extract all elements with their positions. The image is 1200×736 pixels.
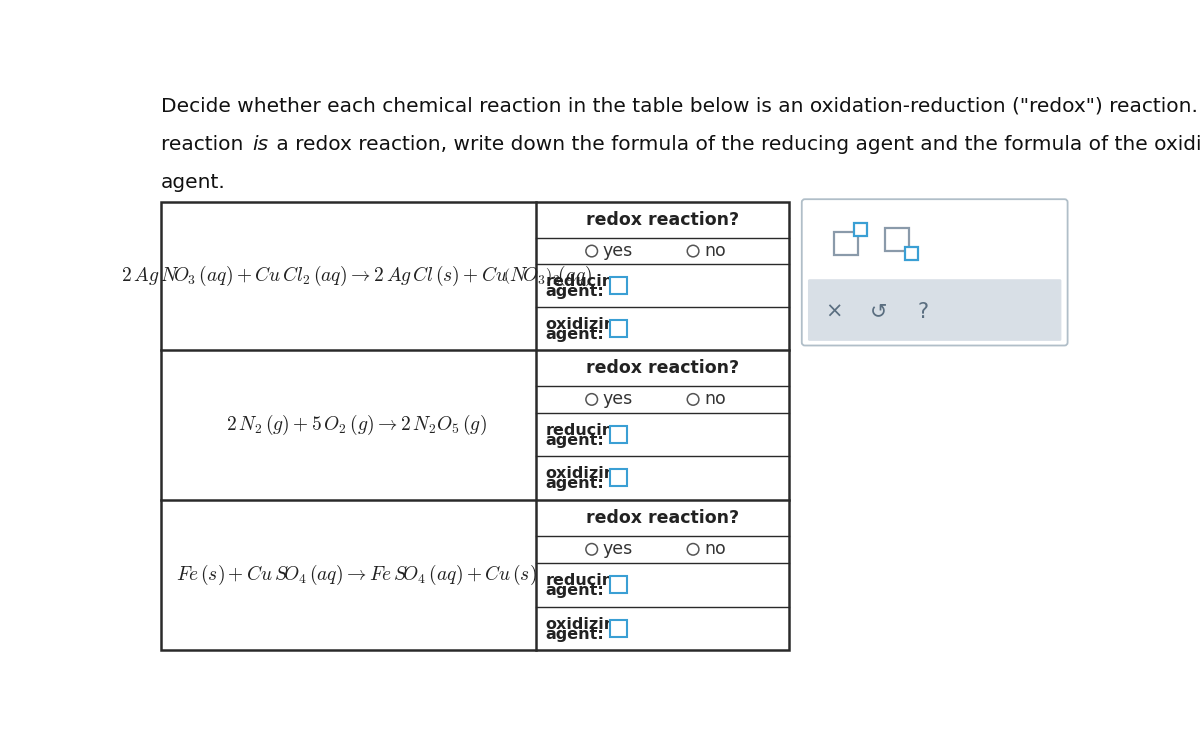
Text: ↺: ↺ xyxy=(870,302,887,322)
Text: oxidizing: oxidizing xyxy=(545,317,628,332)
Text: yes: yes xyxy=(602,242,634,260)
Text: agent:: agent: xyxy=(545,433,604,447)
Text: ?: ? xyxy=(917,302,929,322)
Text: agent:: agent: xyxy=(545,284,604,299)
Text: reducing: reducing xyxy=(545,274,625,289)
Text: agent:: agent: xyxy=(545,476,604,491)
Text: redox reaction?: redox reaction? xyxy=(586,211,739,229)
FancyBboxPatch shape xyxy=(161,202,790,651)
Text: redox reaction?: redox reaction? xyxy=(586,509,739,527)
Text: oxidizing: oxidizing xyxy=(545,466,628,481)
Text: reducing: reducing xyxy=(545,573,625,588)
Text: agent:: agent: xyxy=(545,327,604,342)
Text: yes: yes xyxy=(602,540,634,559)
Text: reducing: reducing xyxy=(545,422,625,438)
Text: a redox reaction, write down the formula of the reducing agent and the formula o: a redox reaction, write down the formula… xyxy=(270,135,1200,154)
FancyBboxPatch shape xyxy=(905,247,918,260)
FancyBboxPatch shape xyxy=(834,233,858,255)
FancyBboxPatch shape xyxy=(802,199,1068,345)
FancyBboxPatch shape xyxy=(886,227,908,251)
Text: no: no xyxy=(704,390,726,408)
Text: Decide whether each chemical reaction in the table below is an oxidation-reducti: Decide whether each chemical reaction in… xyxy=(161,96,1200,115)
FancyBboxPatch shape xyxy=(610,620,626,637)
Text: agent:: agent: xyxy=(545,583,604,598)
Text: no: no xyxy=(704,540,726,559)
FancyBboxPatch shape xyxy=(808,279,1062,341)
FancyBboxPatch shape xyxy=(853,223,866,236)
Text: oxidizing: oxidizing xyxy=(545,617,628,631)
FancyBboxPatch shape xyxy=(610,320,626,337)
FancyBboxPatch shape xyxy=(610,277,626,294)
FancyBboxPatch shape xyxy=(610,576,626,593)
FancyBboxPatch shape xyxy=(610,426,626,443)
Text: reaction: reaction xyxy=(161,135,250,154)
Text: no: no xyxy=(704,242,726,260)
Text: $\mathit{2\,Ag\,N\!O_3\,(aq) + Cu\,Cl_2\,(aq) \rightarrow 2\,Ag\,Cl\,(s) + Cu\!\: $\mathit{2\,Ag\,N\!O_3\,(aq) + Cu\,Cl_2\… xyxy=(121,264,592,289)
Text: $\mathit{Fe\,(s) + Cu\,S\!O_4\,(aq) \rightarrow Fe\,S\!O_4\,(aq) + Cu\,(s)}$: $\mathit{Fe\,(s) + Cu\,S\!O_4\,(aq) \rig… xyxy=(175,563,536,587)
Text: yes: yes xyxy=(602,390,634,408)
FancyBboxPatch shape xyxy=(610,470,626,486)
Text: is: is xyxy=(252,135,269,154)
Text: agent:: agent: xyxy=(545,627,604,642)
Text: redox reaction?: redox reaction? xyxy=(586,359,739,377)
Text: $\mathit{2\,N_2\,(g) + 5\,O_2\,(g) \rightarrow 2\,N_2O_5\,(g)}$: $\mathit{2\,N_2\,(g) + 5\,O_2\,(g) \righ… xyxy=(226,413,486,437)
Text: ×: × xyxy=(826,302,844,322)
Text: agent.: agent. xyxy=(161,173,226,192)
